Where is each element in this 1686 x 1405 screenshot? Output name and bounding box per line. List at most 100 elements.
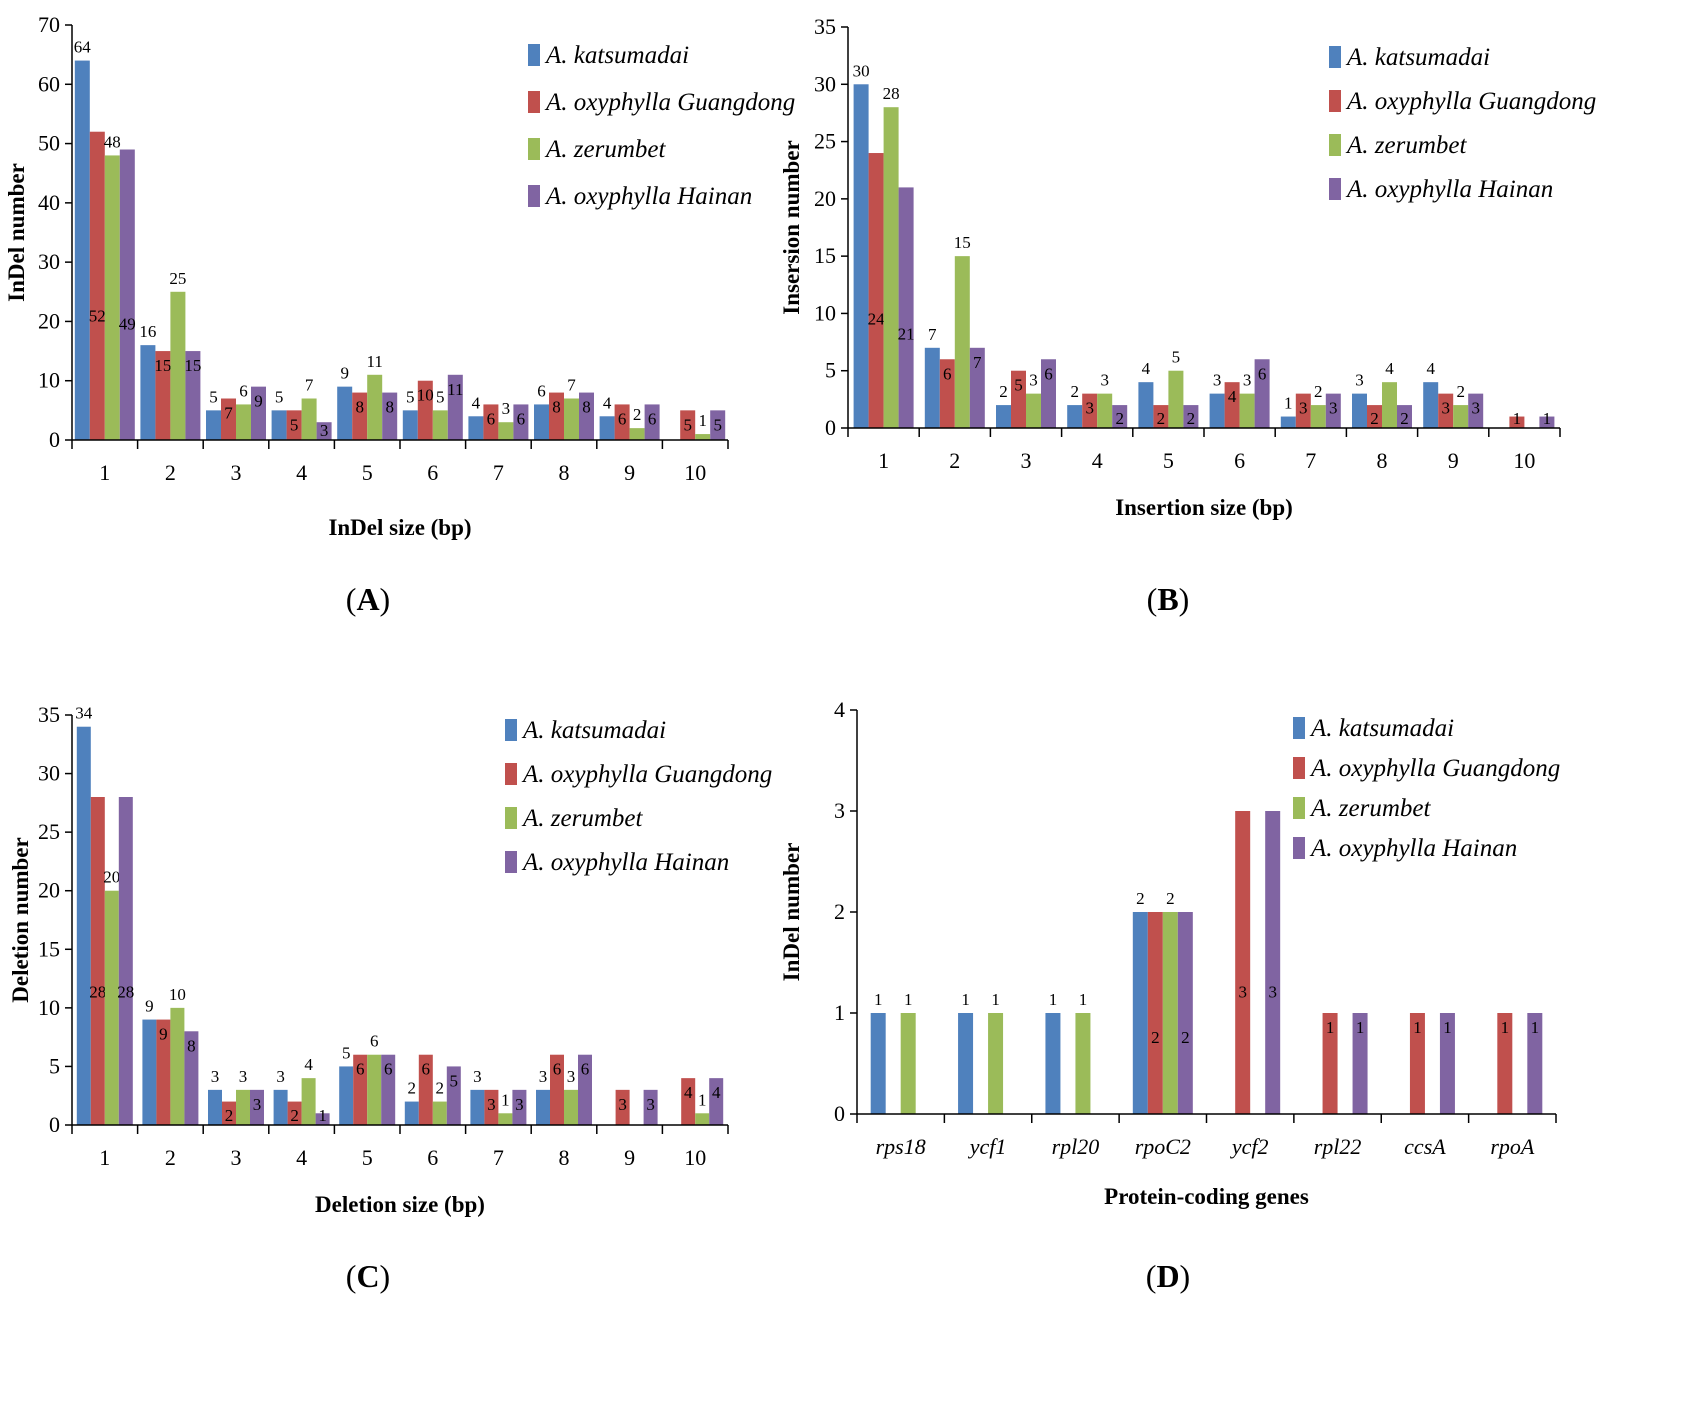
data-label: 5 xyxy=(290,415,299,434)
legend-swatch xyxy=(1329,46,1341,68)
y-tick-label: 15 xyxy=(38,936,60,961)
x-tick-label: 3 xyxy=(1021,448,1032,473)
bar-c-2-6 xyxy=(498,1113,513,1125)
legend-label: A. oxyphylla Hainan xyxy=(1345,176,1553,203)
data-label: 1 xyxy=(1079,990,1088,1009)
legend-swatch xyxy=(528,138,540,160)
legend-swatch xyxy=(528,44,540,66)
legend-swatch xyxy=(1329,134,1341,156)
bar-b-2-0 xyxy=(883,107,899,428)
legend-label: A. oxyphylla Hainan xyxy=(521,849,729,876)
data-label: 2 xyxy=(1115,409,1124,428)
data-label: 6 xyxy=(943,364,952,383)
data-label: 5 xyxy=(436,387,445,406)
bar-c-2-7 xyxy=(564,1089,578,1125)
bar-b-2-5 xyxy=(1239,393,1255,428)
data-label: 2 xyxy=(225,1106,234,1125)
data-label: 15 xyxy=(154,356,171,375)
bar-a-2-3 xyxy=(301,398,317,440)
data-label: 7 xyxy=(224,404,233,423)
data-label: 3 xyxy=(539,1067,548,1086)
bar-d-3-5 xyxy=(1352,1013,1368,1114)
data-label: 1 xyxy=(1531,1018,1540,1037)
data-label: 2 xyxy=(1370,409,1379,428)
x-tick-label: rpoC2 xyxy=(1135,1134,1191,1159)
data-label: 28 xyxy=(89,982,106,1001)
bar-c-1-2 xyxy=(222,1101,236,1125)
data-label: 5 xyxy=(406,387,415,406)
bar-b-3-7 xyxy=(1397,405,1412,428)
bar-b-0-3 xyxy=(1067,405,1083,428)
data-label: 9 xyxy=(145,997,154,1016)
data-label: 6 xyxy=(581,1060,590,1079)
bar-b-3-3 xyxy=(1112,405,1128,428)
bar-a-1-9 xyxy=(680,410,696,440)
data-label: 6 xyxy=(356,1060,365,1079)
bar-b-0-0 xyxy=(853,84,869,429)
data-label: 6 xyxy=(553,1060,562,1079)
bar-c-3-4 xyxy=(381,1054,396,1125)
bar-d-2-1 xyxy=(988,1013,1004,1114)
bar-c-1-4 xyxy=(353,1054,368,1125)
x-axis-title: Protein-coding genes xyxy=(1104,1184,1309,1209)
y-tick-label: 3 xyxy=(834,798,845,823)
bar-a-2-7 xyxy=(564,398,579,440)
data-label: 1 xyxy=(1413,1018,1422,1037)
data-label: 3 xyxy=(1329,399,1338,418)
bar-a-1-2 xyxy=(221,398,236,440)
y-tick-label: 25 xyxy=(814,129,836,154)
bar-d-3-7 xyxy=(1527,1013,1543,1114)
bar-b-2-6 xyxy=(1310,405,1326,428)
data-label: 2 xyxy=(1166,889,1175,908)
bar-b-1-2 xyxy=(1011,370,1026,428)
data-label: 9 xyxy=(254,392,263,411)
y-axis-title: Deletion number xyxy=(8,837,33,1002)
bar-a-0-8 xyxy=(599,416,615,440)
data-label: 4 xyxy=(603,393,612,412)
y-tick-label: 35 xyxy=(814,14,836,39)
y-tick-label: 0 xyxy=(825,415,836,440)
y-tick-label: 2 xyxy=(834,899,845,924)
y-tick-label: 5 xyxy=(825,358,836,383)
x-tick-label: 8 xyxy=(1377,448,1388,473)
bar-d-1-7 xyxy=(1497,1013,1513,1114)
bar-a-3-7 xyxy=(579,392,594,440)
bar-c-3-6 xyxy=(512,1089,527,1125)
data-label: 3 xyxy=(1355,371,1364,390)
data-label: 5 xyxy=(713,415,722,434)
data-label: 10 xyxy=(169,985,186,1004)
chart-d-svg: 0 1 2 3 4 1 1 1 2 2 3 1 1 1 1 1 1 2 2 3 1 1 1 rps18 ycf1 rpl20 rpo… xyxy=(779,697,1560,1294)
bar-c-2-5 xyxy=(432,1101,447,1125)
legend-swatch xyxy=(505,851,517,873)
data-label: 6 xyxy=(537,381,546,400)
legend-swatch xyxy=(1329,178,1341,200)
bar-a-2-8 xyxy=(629,428,645,440)
bar-b-2-1 xyxy=(954,256,970,428)
bar-d-1-6 xyxy=(1409,1013,1425,1114)
bar-a-0-0 xyxy=(74,60,90,440)
data-label: 7 xyxy=(973,353,982,372)
data-label: 1 xyxy=(1049,990,1058,1009)
y-tick-label: 4 xyxy=(834,697,845,722)
data-label: 25 xyxy=(169,269,186,288)
bar-a-1-4 xyxy=(352,392,368,440)
data-label: 6 xyxy=(1044,364,1053,383)
bar-a-1-1 xyxy=(155,351,171,440)
data-label: 9 xyxy=(340,364,349,383)
bar-a-2-4 xyxy=(367,374,383,440)
panel-tag: (A) xyxy=(346,581,390,617)
data-label: 4 xyxy=(1142,359,1151,378)
bar-b-1-0 xyxy=(868,153,884,428)
y-tick-label: 20 xyxy=(814,186,836,211)
data-label: 4 xyxy=(684,1083,693,1102)
bar-c-3-0 xyxy=(118,797,133,1125)
x-tick-label: ycf1 xyxy=(968,1134,1007,1159)
bar-c-3-7 xyxy=(578,1054,592,1125)
legend-swatch xyxy=(1293,797,1305,819)
bar-c-1-7 xyxy=(550,1054,564,1125)
bar-b-0-8 xyxy=(1423,382,1439,428)
x-tick-label: 9 xyxy=(624,1145,635,1170)
y-tick-label: 10 xyxy=(814,300,836,325)
x-tick-label: 8 xyxy=(559,1145,570,1170)
